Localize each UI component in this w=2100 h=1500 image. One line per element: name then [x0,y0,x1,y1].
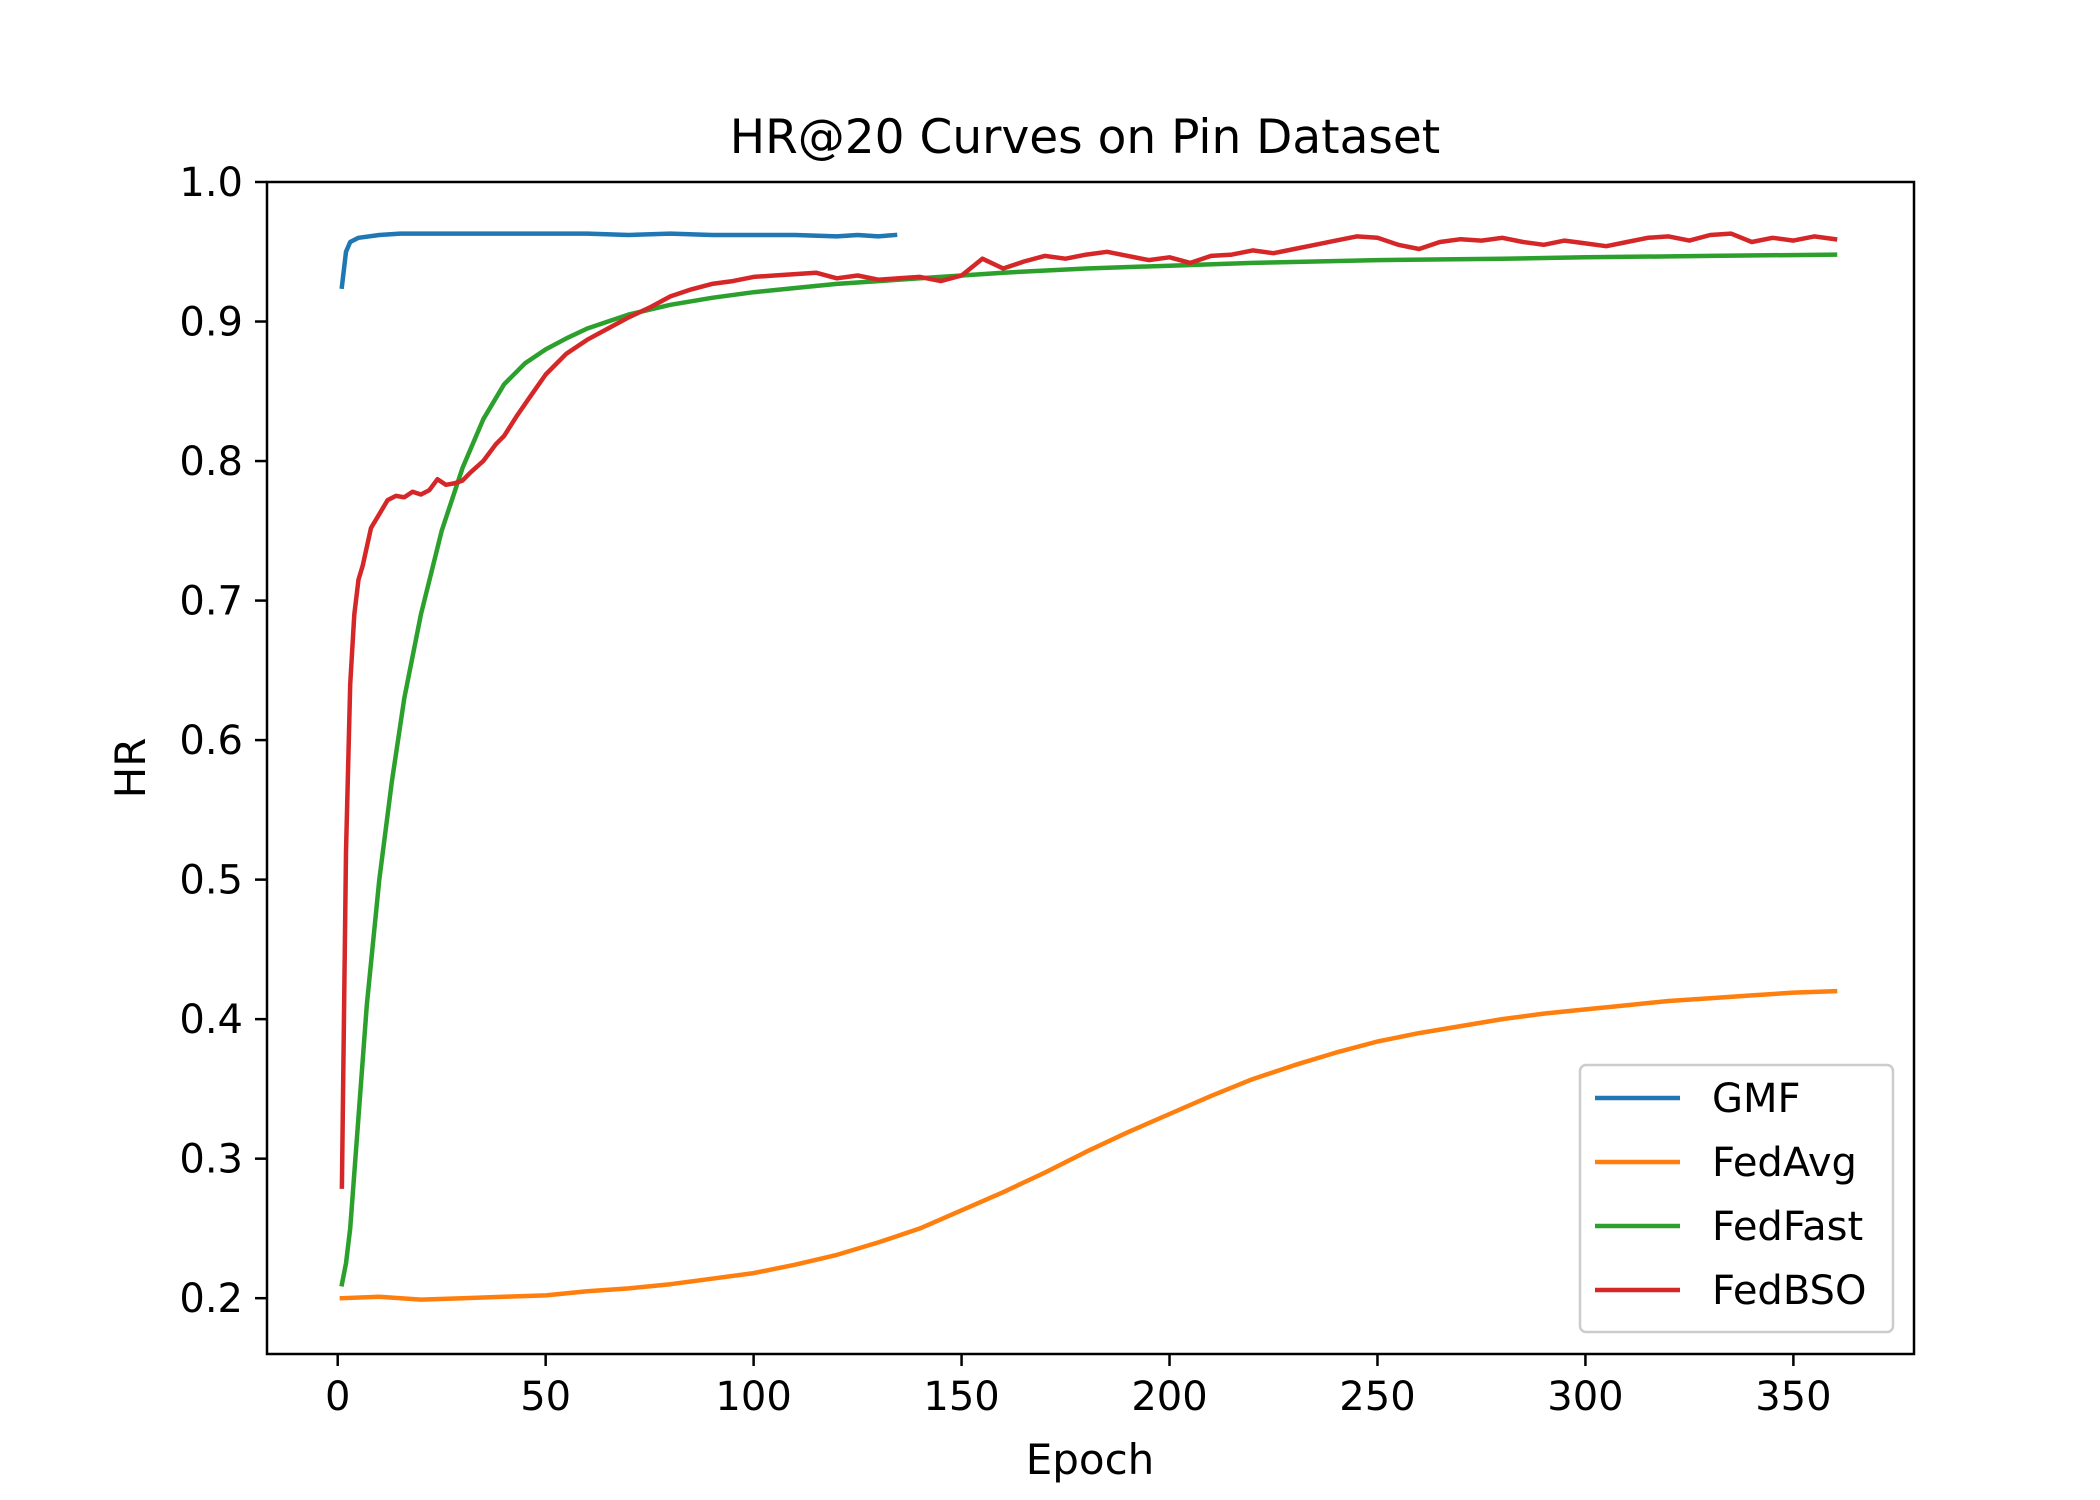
series-line-fedavg [339,988,1838,1302]
legend-label-fedavg: FedAvg [1712,1140,1857,1186]
y-tick-label: 0.6 [179,718,243,764]
legend-label-fedbso: FedBSO [1712,1268,1866,1314]
series-line-fedbso [339,231,1838,1189]
legend: GMF FedAvg FedFast FedBSO [1578,1063,1895,1334]
y-tick-label: 0.9 [179,300,243,346]
y-tick-label: 1.0 [179,160,243,206]
series-line-fedfast [339,252,1838,1287]
y-tick-label: 0.2 [179,1276,243,1322]
y-tick-label: 0.8 [179,439,243,485]
chart-title: HR@20 Curves on Pin Dataset [730,110,1440,165]
series-line-gmf [339,231,898,290]
series-layer [339,231,1838,1302]
y-tick-label: 0.7 [179,579,243,625]
x-tick-label: 200 [1131,1374,1207,1420]
legend-label-gmf: GMF [1712,1076,1801,1122]
y-tick-label: 0.5 [179,858,243,904]
x-axis: 0 50 100 150 200 250 300 350 [325,1354,1832,1420]
x-tick-label: 0 [325,1374,350,1420]
x-tick-label: 100 [715,1374,791,1420]
x-axis-title: Epoch [1026,1435,1155,1484]
x-tick-label: 250 [1339,1374,1415,1420]
legend-frame [1578,1063,1895,1334]
y-tick-label: 0.4 [179,997,243,1043]
x-tick-label: 300 [1547,1374,1623,1420]
y-axis-title: HR [106,738,155,799]
x-tick-label: 350 [1755,1374,1831,1420]
x-tick-label: 50 [520,1374,571,1420]
legend-label-fedfast: FedFast [1712,1204,1863,1250]
x-tick-label: 150 [923,1374,999,1420]
y-axis: 0.2 0.3 0.4 0.5 0.6 0.7 0.8 0.9 1.0 [179,160,267,1322]
plot-area-frame [265,180,1916,1356]
y-tick-label: 0.3 [179,1137,243,1183]
